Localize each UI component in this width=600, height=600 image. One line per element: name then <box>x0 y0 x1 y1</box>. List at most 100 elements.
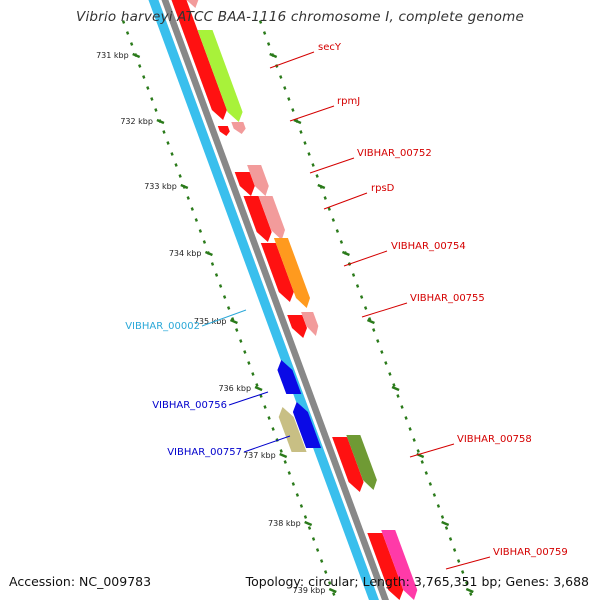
ruler-dot <box>239 339 243 343</box>
gene-VIBHAR_00757 <box>278 407 307 452</box>
gene-rpmJ <box>231 122 246 134</box>
ruler-dot <box>162 130 166 134</box>
ruler-dot <box>469 592 473 596</box>
kbp-label: 736 kbp <box>218 384 251 393</box>
kbp-tick-right <box>293 118 302 125</box>
ruler-dot <box>299 504 304 508</box>
ruler-dot <box>235 328 239 332</box>
label-leader-line <box>323 192 368 210</box>
ruler-dot <box>331 218 335 222</box>
label-leader-line <box>409 443 455 458</box>
ruler-dot <box>146 86 150 90</box>
ruler-dot <box>311 163 315 167</box>
gene-label: VIBHAR_00759 <box>493 547 568 558</box>
ruler-dot <box>416 449 420 453</box>
ruler-dot <box>214 273 219 277</box>
backbone-gray-track <box>161 0 389 600</box>
ruler-dot <box>251 372 255 376</box>
ruler-dot <box>138 64 142 68</box>
ruler-dot <box>440 515 445 519</box>
label-leader-line <box>243 435 291 453</box>
gene-label: VIBHAR_00758 <box>457 434 532 445</box>
accession-text: Accession: NC_009783 <box>9 574 152 589</box>
cds-forward <box>260 243 294 302</box>
ruler-dot <box>307 152 311 156</box>
gene-label: rpsD <box>371 183 395 194</box>
ruler-dot <box>303 141 307 145</box>
ruler-dot <box>150 97 154 101</box>
map-title: Vibrio harveyi ATCC BAA-1116 chromosome … <box>76 9 524 25</box>
kbp-tick-right <box>341 250 350 257</box>
cds-forward <box>287 315 307 338</box>
kbp-tick-left <box>229 318 238 325</box>
gene-label: secY <box>318 42 342 53</box>
cds-forward <box>171 0 227 120</box>
ruler-dot <box>327 207 331 211</box>
ruler-dot <box>154 108 158 112</box>
kbp-label: 731 kbp <box>96 51 129 60</box>
cds-forward <box>234 172 255 196</box>
ruler-dot <box>271 427 275 431</box>
ruler-dot <box>323 196 327 200</box>
ruler-dot <box>332 592 336 596</box>
kbp-tick-right <box>317 183 326 190</box>
label-leader-line <box>201 309 247 327</box>
ruler-dot <box>210 262 215 266</box>
ruler-dot <box>174 163 178 167</box>
ruler-dot <box>125 31 130 35</box>
ruler-dot <box>461 570 465 574</box>
ruler-dot <box>380 350 384 354</box>
kbp-label: 734 kbp <box>169 249 202 258</box>
label-leader-line <box>269 51 315 69</box>
gene-rpsD <box>258 196 285 240</box>
ruler-dot <box>166 141 170 145</box>
ruler-dot <box>428 482 432 486</box>
ruler-dot <box>424 471 428 475</box>
ruler-dot <box>452 548 457 552</box>
label-leader-line <box>289 105 335 122</box>
ruler-dot <box>412 438 416 442</box>
ruler-dot <box>335 229 339 233</box>
kbp-tick-right <box>269 52 278 59</box>
ruler-dot <box>376 339 380 343</box>
ruler-dot <box>170 152 174 156</box>
ruler-dot <box>315 174 319 178</box>
cds-forward <box>217 126 230 136</box>
ruler-dot <box>364 306 368 310</box>
ruler-dot <box>400 405 404 409</box>
ruler-dot <box>307 526 312 530</box>
ruler-dot <box>311 537 316 541</box>
kbp-tick-right <box>441 520 450 527</box>
kbp-label: 733 kbp <box>144 182 177 191</box>
ruler-dot <box>227 306 231 310</box>
ruler-dot <box>392 383 396 387</box>
ruler-dot <box>202 240 207 244</box>
kbp-label: 738 kbp <box>268 519 301 528</box>
ruler-dot <box>324 570 328 574</box>
ruler-dot <box>299 130 303 134</box>
kbp-tick-left <box>279 452 288 459</box>
gene-VIBHAR_00756 <box>277 360 302 394</box>
ruler-dot <box>283 460 287 464</box>
gene-VIBHAR_00755 <box>301 312 319 336</box>
ruler-dot <box>388 372 392 376</box>
ruler-dot <box>436 504 441 508</box>
label-leader-line <box>445 556 491 570</box>
gene-label: VIBHAR_00756 <box>152 400 227 411</box>
ruler-dot <box>291 482 295 486</box>
label-leader-line <box>228 391 269 406</box>
kbp-tick-left <box>254 385 263 392</box>
kbp-tick-right <box>366 318 375 325</box>
ruler-dot <box>315 548 320 552</box>
gene-label: VIBHAR_00754 <box>391 241 466 252</box>
cds-forward <box>243 196 272 242</box>
ruler-dot <box>186 196 190 200</box>
gene-VIBHAR_00754 <box>273 238 310 308</box>
ruler-dot <box>303 515 308 519</box>
kbp-tick-left <box>204 250 213 257</box>
ruler-dot <box>465 581 469 585</box>
kbp-label: 739 kbp <box>293 586 326 595</box>
ruler-dot <box>355 284 360 288</box>
ruler-dot <box>404 416 408 420</box>
